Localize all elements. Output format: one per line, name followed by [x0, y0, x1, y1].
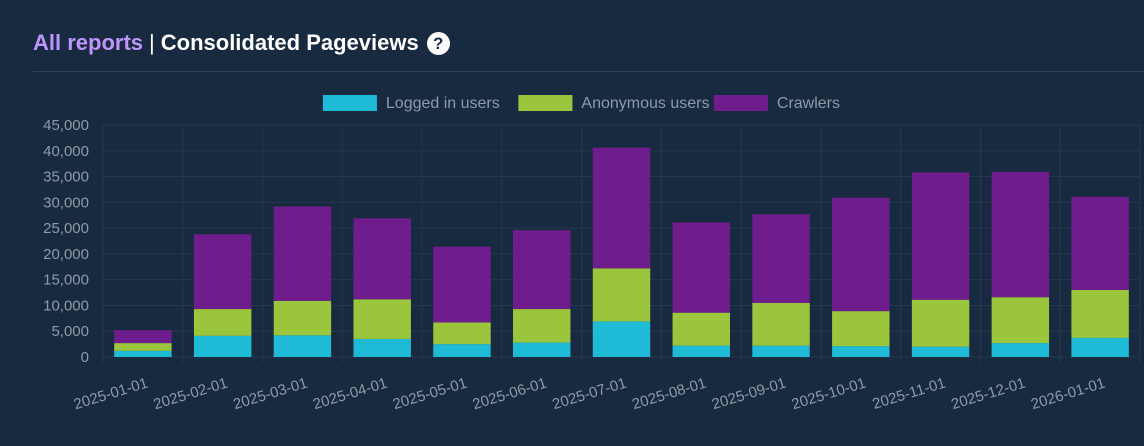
x-tick-label: 2025-04-01	[311, 375, 389, 414]
bar-segment[interactable]	[433, 322, 491, 345]
bar-segment[interactable]	[513, 342, 571, 357]
bar-segment[interactable]	[592, 268, 651, 322]
x-tick-label: 2025-08-01	[630, 375, 708, 414]
y-tick-label: 20,000	[43, 246, 89, 263]
bar-segment[interactable]	[433, 246, 491, 323]
x-tick-label: 2025-06-01	[471, 375, 549, 414]
y-tick-label: 10,000	[43, 297, 89, 314]
chart-svg: 0 5,000 10,000 15,000 20,000 25,000 30,000 35,0…	[43, 95, 1141, 414]
x-tick-label: 2025-05-01	[391, 375, 469, 414]
bar-segment[interactable]	[752, 345, 810, 357]
bar-segment[interactable]	[114, 350, 172, 357]
question-circle-icon[interactable]: ?	[426, 31, 450, 55]
bar-segment[interactable]	[911, 346, 970, 357]
y-tick-label: 45,000	[43, 117, 89, 134]
bar-segment[interactable]	[832, 197, 890, 312]
bar-segment[interactable]	[832, 311, 890, 347]
bar-segment[interactable]	[592, 147, 651, 269]
pageviews-chart: 0 5,000 10,000 15,000 20,000 25,000 30,000 35,0…	[0, 80, 1144, 446]
y-tick-label: 30,000	[43, 194, 89, 211]
y-tick-label: 0	[81, 349, 89, 366]
bar-segment[interactable]	[672, 312, 730, 346]
legend-label[interactable]: Anonymous users	[581, 95, 709, 112]
x-tick-label: 2025-09-01	[710, 375, 788, 414]
bar-segment[interactable]	[1071, 337, 1129, 357]
report-title: Consolidated Pageviews	[160, 30, 419, 55]
bar-segment[interactable]	[752, 302, 810, 346]
x-tick-label: 2025-10-01	[790, 375, 868, 414]
y-tick-label: 35,000	[43, 169, 89, 186]
x-tick-label: 2025-12-01	[949, 375, 1027, 414]
bar-segment[interactable]	[273, 300, 332, 336]
bar-segment[interactable]	[592, 321, 651, 357]
all-reports-link[interactable]: All reports	[33, 30, 144, 55]
bar-segment[interactable]	[911, 299, 970, 347]
legend-swatch[interactable]	[518, 95, 573, 111]
x-tick-label: 2025-11-01	[870, 375, 947, 413]
legend-swatch[interactable]	[713, 95, 768, 111]
y-tick-label: 40,000	[43, 143, 89, 160]
bar-segment[interactable]	[114, 330, 172, 344]
y-tick-label: 25,000	[43, 220, 89, 237]
bar-segment[interactable]	[911, 172, 970, 300]
bar-segment[interactable]	[193, 309, 252, 336]
bar-segment[interactable]	[353, 299, 411, 339]
bar-segment[interactable]	[991, 171, 1050, 298]
bar-segment[interactable]	[1071, 289, 1129, 338]
bar-segment[interactable]	[273, 335, 332, 357]
x-tick-label: 2026-01-01	[1029, 375, 1107, 414]
bar-segment[interactable]	[513, 309, 571, 343]
bar-segment[interactable]	[433, 344, 491, 357]
bar-segment[interactable]	[1071, 196, 1129, 290]
bar-segment[interactable]	[114, 343, 172, 351]
y-tick-label: 15,000	[43, 272, 89, 289]
x-tick-label: 2025-02-01	[151, 375, 229, 414]
bar-segment[interactable]	[193, 234, 252, 310]
page-title: All reports | Consolidated Pageviews ?	[33, 26, 450, 60]
bar-segment[interactable]	[513, 230, 571, 310]
bar-segment[interactable]	[353, 218, 411, 300]
x-tick-label: 2025-01-01	[72, 375, 150, 414]
legend-swatch[interactable]	[322, 95, 377, 111]
bar-segment[interactable]	[353, 338, 411, 357]
title-divider	[33, 71, 1144, 72]
title-separator: |	[149, 30, 155, 55]
bar-segment[interactable]	[193, 335, 252, 357]
bar-segment[interactable]	[672, 345, 730, 357]
y-tick-label: 5,000	[51, 323, 89, 340]
bar-segment[interactable]	[752, 214, 810, 303]
bar-segment[interactable]	[991, 343, 1050, 357]
x-tick-label: 2025-07-01	[550, 375, 628, 414]
bar-segment[interactable]	[832, 346, 890, 357]
bar-segment[interactable]	[991, 297, 1050, 344]
bar-segment[interactable]	[273, 206, 332, 301]
x-tick-label: 2025-03-01	[231, 375, 309, 414]
legend-label[interactable]: Crawlers	[777, 95, 840, 112]
legend-label[interactable]: Logged in users	[386, 95, 500, 112]
bar-segment[interactable]	[672, 222, 730, 313]
